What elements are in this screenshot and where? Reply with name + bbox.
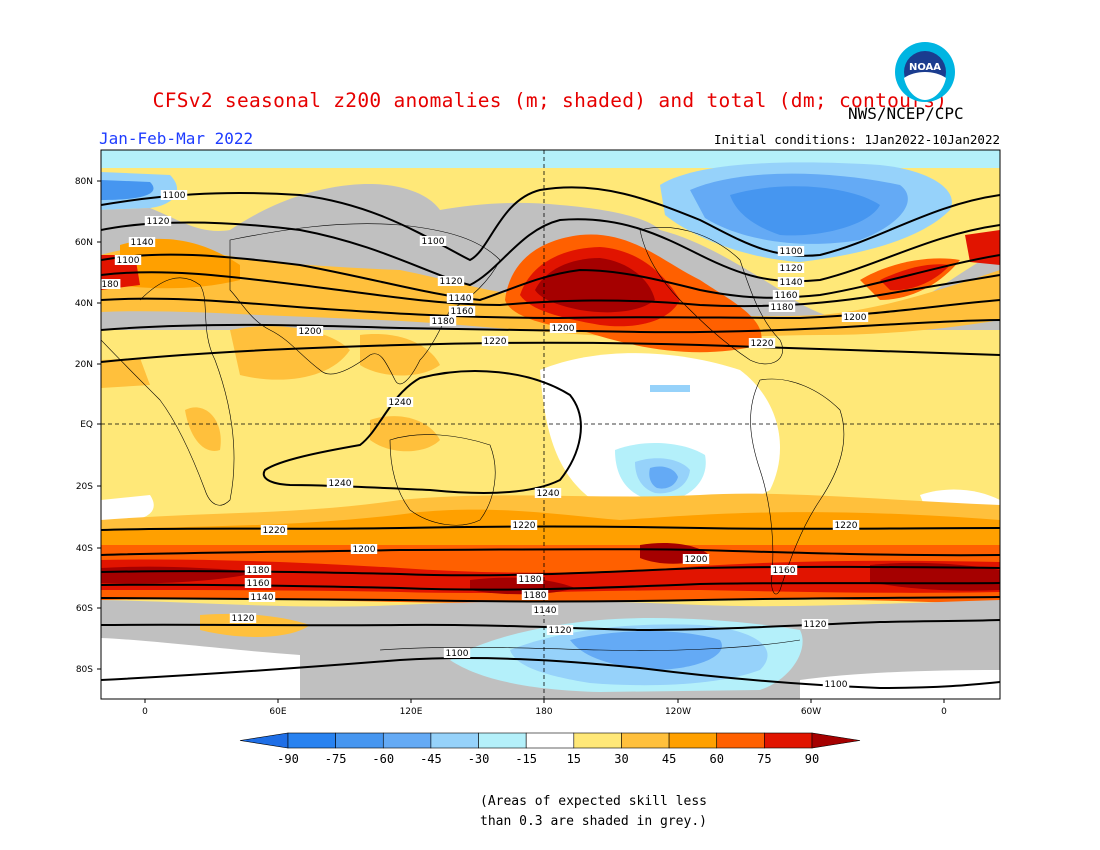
lon-label: 60W <box>801 707 821 717</box>
lat-label: 80N <box>75 177 93 187</box>
contour-label: 180 <box>101 280 118 290</box>
colorbar-label: 45 <box>661 752 677 766</box>
colorbar-box <box>668 732 718 749</box>
contour-label: 1240 <box>389 398 412 408</box>
colorbar-label: -90 <box>277 752 299 766</box>
noaa-logo-text: NOAA <box>909 62 941 73</box>
colorbar-label: -75 <box>324 752 347 766</box>
colorbar-box <box>764 732 813 749</box>
contour-label: 1120 <box>147 217 170 227</box>
height-contours <box>101 186 1000 690</box>
contour-label: 1120 <box>780 264 803 274</box>
colorbar-max-arrow <box>811 732 861 749</box>
lon-label: 120E <box>400 707 423 717</box>
lat-label: 60N <box>75 238 93 248</box>
contour-label: 1140 <box>131 238 154 248</box>
noaa-logo-icon: NOAA <box>895 42 955 102</box>
contour-label: 1140 <box>251 593 274 603</box>
contour-label: 1200 <box>552 324 575 334</box>
colorbar-box <box>716 732 765 749</box>
lon-label: 180 <box>535 707 552 717</box>
colorbar-label: 30 <box>614 752 629 766</box>
contour-label: 1240 <box>329 479 352 489</box>
colorbar <box>239 732 861 749</box>
colorbar-label: 90 <box>804 752 820 766</box>
colorbar-box <box>525 732 575 749</box>
colorbar-label: 75 <box>757 752 772 766</box>
lat-label: 40S <box>76 544 93 554</box>
contour-label: 1120 <box>549 626 572 636</box>
contour-labels: 1100112011401100180110011201140116011801… <box>99 190 869 690</box>
contour-label: 1140 <box>780 278 803 288</box>
coastlines <box>101 223 845 651</box>
contour-label: 1100 <box>780 247 803 257</box>
contour-label: 1120 <box>804 620 827 630</box>
colorbar-label: -30 <box>467 752 490 766</box>
skill-note: (Areas of expected skill less than 0.3 a… <box>480 792 707 832</box>
contour-label: 1100 <box>422 237 445 247</box>
contour-label: 1100 <box>825 680 848 690</box>
lon-label: 0 <box>142 707 148 717</box>
lon-label: 120W <box>665 707 691 717</box>
colorbar-label: 15 <box>566 752 582 766</box>
skill-note-line-1: (Areas of expected skill less <box>480 794 707 809</box>
initial-conditions-label: Initial conditions: 1Jan2022-10Jan2022 <box>714 132 1000 147</box>
lon-label: 0 <box>941 707 947 717</box>
skill-note-line-2: than 0.3 are shaded in grey.) <box>480 814 707 829</box>
map-title: CFSv2 seasonal z200 anomalies (m; shaded… <box>152 89 948 112</box>
latitude-axis: 80N 60N 40N 20N EQ 20S 40S 60S 80S <box>75 177 101 675</box>
contour-label: 1200 <box>685 555 708 565</box>
contour-label: 1180 <box>524 591 547 601</box>
colorbar-box <box>430 732 479 749</box>
lon-label: 60E <box>269 707 286 717</box>
contour-label: 1220 <box>513 521 536 531</box>
contour-label: 1220 <box>484 337 507 347</box>
contour-label: 1160 <box>247 579 270 589</box>
contour-label: 1140 <box>534 606 557 616</box>
colorbar-label: -60 <box>372 752 395 766</box>
contour-label: 1180 <box>771 303 794 313</box>
contour-label: 1120 <box>440 277 463 287</box>
colorbar-label: -15 <box>515 752 538 766</box>
lat-label: 80S <box>76 665 93 675</box>
contour-label: 1120 <box>232 614 255 624</box>
season-label: Jan-Feb-Mar 2022 <box>99 129 254 148</box>
contour-label: 1180 <box>247 566 270 576</box>
contour-label: 1160 <box>773 566 796 576</box>
contour-label: 1220 <box>751 339 774 349</box>
colorbar-box <box>573 732 622 749</box>
contour-label: 1140 <box>449 294 472 304</box>
contour-label: 1160 <box>775 291 798 301</box>
agency-label: NWS/NCEP/CPC <box>848 104 964 123</box>
longitude-axis: 0 60E 120E 180 120W 60W 0 <box>142 699 947 717</box>
contour-label: 1200 <box>844 313 867 323</box>
colorbar-label: 60 <box>709 752 724 766</box>
contour-label: 1160 <box>451 307 474 317</box>
contour-label: 1200 <box>353 545 376 555</box>
shade-white-tropical-pacific <box>540 353 780 515</box>
contour-label: 1100 <box>163 191 186 201</box>
contour-label: 1180 <box>432 317 455 327</box>
colorbar-box <box>478 732 527 749</box>
colorbar-box <box>287 732 336 749</box>
lat-label: EQ <box>80 420 93 430</box>
contour-label: 1180 <box>519 575 542 585</box>
contour-label: 1100 <box>117 256 140 266</box>
colorbar-box <box>621 732 670 749</box>
colorbar-min-arrow <box>239 732 289 749</box>
colorbar-box <box>335 732 384 749</box>
colorbar-label: -45 <box>420 752 442 766</box>
lat-label: 60S <box>76 604 93 614</box>
lat-label: 20S <box>76 482 93 492</box>
contour-label: 1240 <box>537 489 560 499</box>
contour-label: 1220 <box>835 521 858 531</box>
contour-label: 1220 <box>263 526 286 536</box>
contour-label: 1200 <box>299 327 322 337</box>
lat-label: 40N <box>75 299 93 309</box>
lat-label: 20N <box>75 360 93 370</box>
colorbar-box <box>382 732 432 749</box>
contour-label: 1100 <box>446 649 469 659</box>
